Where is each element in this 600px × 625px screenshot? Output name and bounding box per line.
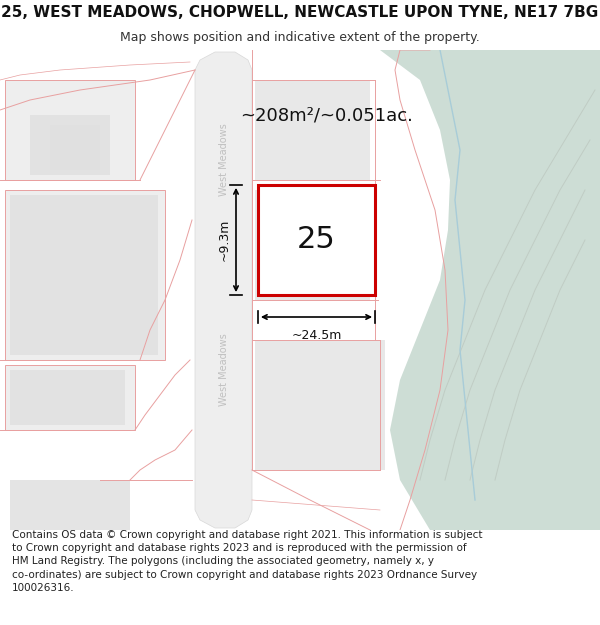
Bar [255,80,370,180]
Bar [258,185,375,295]
Text: West Meadows: West Meadows [219,124,229,196]
Bar [10,370,125,425]
Polygon shape [380,50,600,530]
Bar [30,115,110,175]
Text: Contains OS data © Crown copyright and database right 2021. This information is : Contains OS data © Crown copyright and d… [12,530,482,592]
Bar [5,365,135,430]
Bar [10,480,130,530]
Bar [255,340,385,470]
Polygon shape [195,52,252,528]
Bar [255,190,370,300]
Text: ~9.3m: ~9.3m [218,219,231,261]
Bar [10,195,158,355]
Text: 25: 25 [297,226,336,254]
Text: ~24.5m: ~24.5m [292,329,341,342]
Text: West Meadows: West Meadows [219,334,229,406]
Bar [5,80,135,180]
Text: Map shows position and indicative extent of the property.: Map shows position and indicative extent… [120,31,480,44]
Text: ~208m²/~0.051ac.: ~208m²/~0.051ac. [240,106,413,124]
Bar [5,190,165,360]
Bar [50,125,100,170]
Text: 25, WEST MEADOWS, CHOPWELL, NEWCASTLE UPON TYNE, NE17 7BG: 25, WEST MEADOWS, CHOPWELL, NEWCASTLE UP… [1,5,599,20]
